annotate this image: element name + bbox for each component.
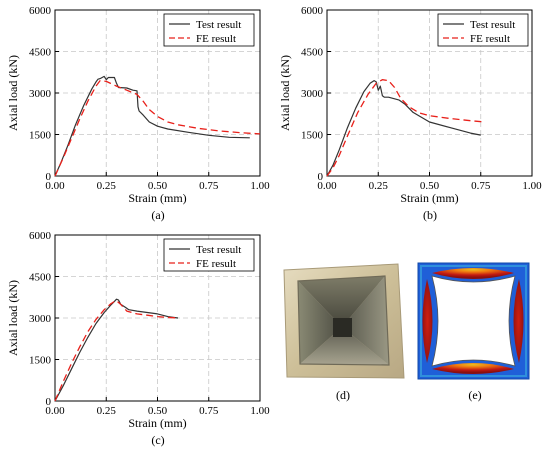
y-tick-label: 0: [46, 171, 52, 183]
y-tick-label: 4500: [29, 272, 52, 284]
y-axis-label: Axial load (kN): [6, 55, 20, 131]
y-tick-label: 6000: [29, 230, 52, 242]
y-tick-label: 1500: [301, 130, 324, 142]
y-tick-label: 1500: [29, 130, 52, 142]
x-tick-label: 1.00: [250, 405, 270, 417]
y-tick-label: 3000: [301, 88, 324, 100]
legend-label: FE result: [196, 33, 236, 45]
y-axis-label: Axial load (kN): [278, 55, 292, 131]
x-tick-label: 0.50: [148, 405, 168, 417]
fe-result-line: [54, 300, 179, 402]
x-tick-label: 0.75: [471, 180, 491, 192]
fe-result-line: [54, 79, 261, 177]
chart-caption: (c): [151, 433, 164, 447]
legend-box: [163, 238, 255, 272]
x-axis-label: Strain (mm): [128, 416, 186, 430]
fe-caption: (e): [468, 388, 481, 402]
legend-label: FE result: [470, 33, 510, 45]
test-result-line: [326, 79, 481, 177]
y-tick-label: 4500: [29, 47, 52, 59]
x-tick-label: 1.00: [250, 180, 270, 192]
charts-layer: 0.00 0.25 0.50 0.75 1.00 0 1500 3000 4500 6000 Str…: [6, 5, 542, 447]
x-tick-label: 0.50: [420, 180, 440, 192]
legend-label: Test result: [470, 19, 515, 31]
y-tick-label: 4500: [301, 47, 324, 59]
legend: Test result FE result: [437, 13, 529, 47]
chart-2: 0.00 0.25 0.50 0.75 1.00 0 1500 3000 4500 6000 Str…: [278, 5, 542, 222]
test-result-line: [54, 298, 179, 402]
fe-result-line: [326, 79, 485, 177]
x-tick-label: 0.00: [45, 180, 65, 192]
x-tick-label: 1.00: [522, 180, 542, 192]
x-tick-label: 0.25: [369, 180, 389, 192]
chart-caption: (a): [151, 208, 164, 222]
x-tick-label: 0.75: [199, 405, 219, 417]
test-result-line: [54, 75, 250, 177]
legend-label: Test result: [196, 19, 241, 31]
y-tick-label: 0: [318, 171, 324, 183]
x-tick-label: 0.75: [199, 180, 219, 192]
legend-label: Test result: [196, 244, 241, 256]
x-tick-label: 0.50: [148, 180, 168, 192]
y-tick-label: 0: [46, 396, 52, 408]
chart-3: 0.00 0.25 0.50 0.75 1.00 0 1500 3000 4500 6000 Str…: [6, 230, 270, 447]
y-tick-label: 6000: [301, 5, 324, 17]
y-tick-label: 3000: [29, 88, 52, 100]
chart-1: 0.00 0.25 0.50 0.75 1.00 0 1500 3000 4500 6000 Str…: [6, 5, 270, 222]
specimen-photo: [283, 263, 405, 379]
chart-caption: (b): [423, 208, 437, 222]
x-tick-label: 0.00: [317, 180, 337, 192]
legend-box: [163, 13, 255, 47]
x-tick-label: 0.25: [97, 180, 117, 192]
x-axis-label: Strain (mm): [128, 191, 186, 205]
fe-contour-plot: [417, 262, 530, 380]
fe-concrete-core: [431, 275, 516, 367]
y-tick-label: 3000: [29, 313, 52, 325]
legend-label: FE result: [196, 258, 236, 270]
x-tick-label: 0.00: [45, 405, 65, 417]
x-tick-label: 0.25: [97, 405, 117, 417]
photo-caption: (d): [336, 388, 350, 402]
y-tick-label: 1500: [29, 355, 52, 367]
legend-box: [437, 13, 529, 47]
legend: Test result FE result: [163, 238, 255, 272]
y-tick-label: 6000: [29, 5, 52, 17]
legend: Test result FE result: [163, 13, 255, 47]
y-axis-label: Axial load (kN): [6, 280, 20, 356]
x-axis-label: Strain (mm): [400, 191, 458, 205]
